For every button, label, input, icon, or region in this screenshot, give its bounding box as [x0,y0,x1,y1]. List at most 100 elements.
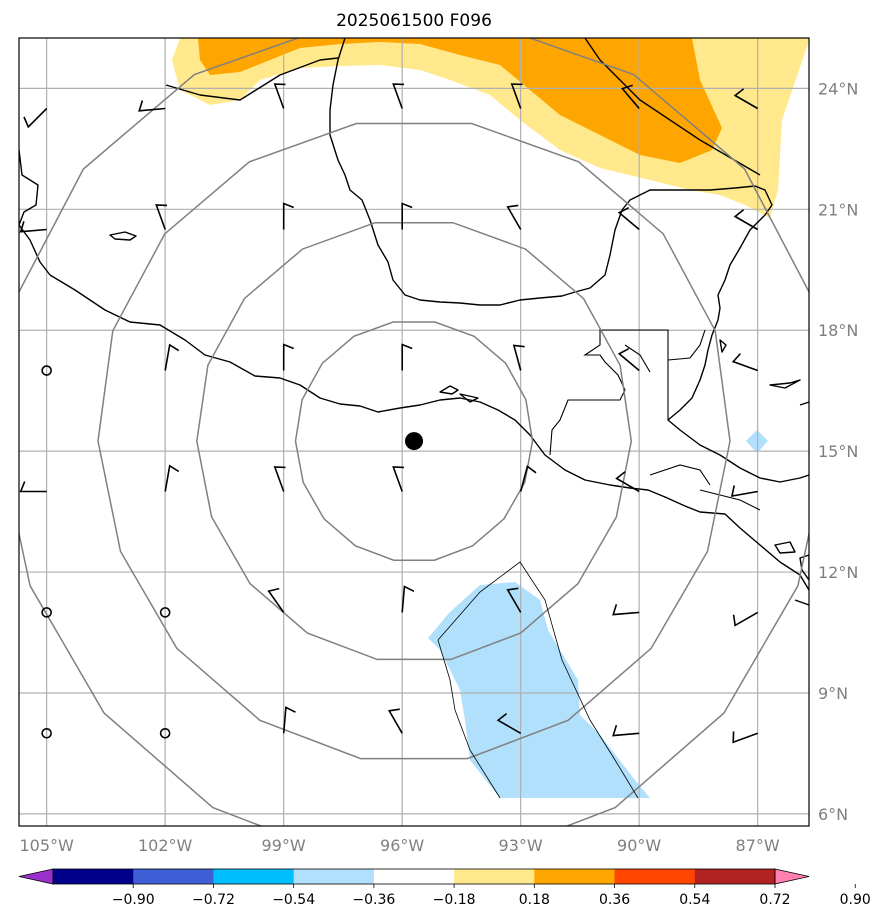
latitude-label: 21°N [818,200,858,219]
wind-barb [617,206,640,231]
colorbar-label: −0.54 [272,892,315,908]
colorbar-label: 0.36 [599,892,630,908]
colorbar-label: 0.54 [679,892,710,908]
colorbar-label: 0.90 [840,892,871,908]
wind-barb [164,464,180,492]
colorbar-segment [373,869,455,884]
latitude-label: 12°N [818,563,858,582]
colorbar-label: 0.18 [519,892,550,908]
coastline-island-8 [794,599,809,606]
wind-barb [138,100,166,112]
coastline-yucatan-east [667,204,809,483]
longitude-labels: 105°W 102°W 99°W 96°W 93°W 90°W 87°W [19,836,779,855]
wind-barb [612,724,640,737]
colorbar-label: −0.72 [192,892,235,908]
longitude-label: 96°W [380,836,424,855]
longitude-label: 87°W [736,836,780,855]
wind-barb [155,204,168,230]
latitude-label: 9°N [818,684,848,703]
contour-outline-south [437,561,639,799]
coastline-gulf-mexico [329,38,773,306]
colorbar-label: −0.36 [352,892,395,908]
coastlines [19,38,809,606]
range-rings [19,38,809,826]
wind-barb [401,202,413,230]
longitude-label: 102°W [138,836,193,855]
calm-wind-marker [41,365,52,376]
wind-barb [732,611,759,627]
wind-barb [615,471,640,493]
range-ring-0 [294,321,534,561]
calm-wind-marker [41,607,52,618]
latitude-label: 18°N [818,321,858,340]
coastline-island-3 [459,393,479,403]
wind-barb [731,353,758,372]
wind-barb [19,481,47,493]
coastline-island-5 [799,554,809,581]
range-ring-2 [97,122,731,760]
map-area [19,38,809,826]
map-frame [18,37,810,827]
shading-blue-south [428,582,650,798]
contour-outline-south-2 [437,639,501,799]
wind-barb [496,712,522,734]
latitude-labels: 24°N 21°N 18°N 15°N 12°N 9°N 6°N [818,79,858,824]
wind-barb [510,83,523,109]
wind-barb [617,347,640,372]
coastline-florida [584,38,761,176]
graticule [19,38,809,826]
colorbar-segment [454,869,535,884]
wind-barb [519,464,537,492]
colorbar-label: −0.90 [112,892,155,908]
wind-barb-layer [19,83,759,744]
range-ring-1 [196,221,633,661]
colorbar-segment [53,869,134,884]
wind-barb [164,343,180,371]
colorbar-segment [534,869,616,884]
wind-barb [282,202,294,230]
wind-barb [282,343,294,371]
coastline-mexico-pacific [19,149,809,591]
wind-barb [387,708,403,734]
wind-barb [267,587,285,613]
latitude-label: 15°N [818,442,858,461]
wind-barb [401,343,413,371]
coastline-island-2 [439,385,459,395]
coastline-north-river [165,57,339,101]
shaded-field-layer [172,38,809,798]
colorbar-extend-low [18,868,54,885]
wind-barb [282,706,296,734]
wind-barb [19,221,47,233]
wind-barb [612,604,640,616]
border-central-america [699,489,761,511]
coastline-island-4 [774,541,796,554]
country-borders [549,329,761,511]
latitude-label: 6°N [818,805,848,824]
longitude-label: 105°W [19,836,74,855]
border-yucatan-interior [624,344,651,373]
wind-barb [506,204,522,230]
border-guatemala-honduras [649,464,711,486]
range-ring-3 [19,38,809,826]
border-mexico-guatemala-1 [549,329,669,456]
latitude-label: 24°N [818,79,858,98]
coastline-island-6 [769,379,801,389]
storm-center-marker [405,432,423,451]
colorbar-extend-high [774,868,810,885]
wind-barb [273,466,286,492]
wind-barb [23,107,48,129]
colorbar [18,868,810,885]
colorbar-segment [213,869,295,884]
wind-barb [512,344,525,371]
wind-barb [621,84,640,110]
colorbar-label: −0.18 [433,892,476,908]
wind-barb [730,485,758,497]
colorbar-segment [133,869,214,884]
coastline-island-1 [109,231,137,241]
longitude-label: 93°W [499,836,543,855]
wind-barb [506,587,522,613]
colorbar-segment [614,869,696,884]
colorbar-outline [52,868,776,885]
wind-barb [273,83,286,109]
colorbar-segment [293,869,375,884]
